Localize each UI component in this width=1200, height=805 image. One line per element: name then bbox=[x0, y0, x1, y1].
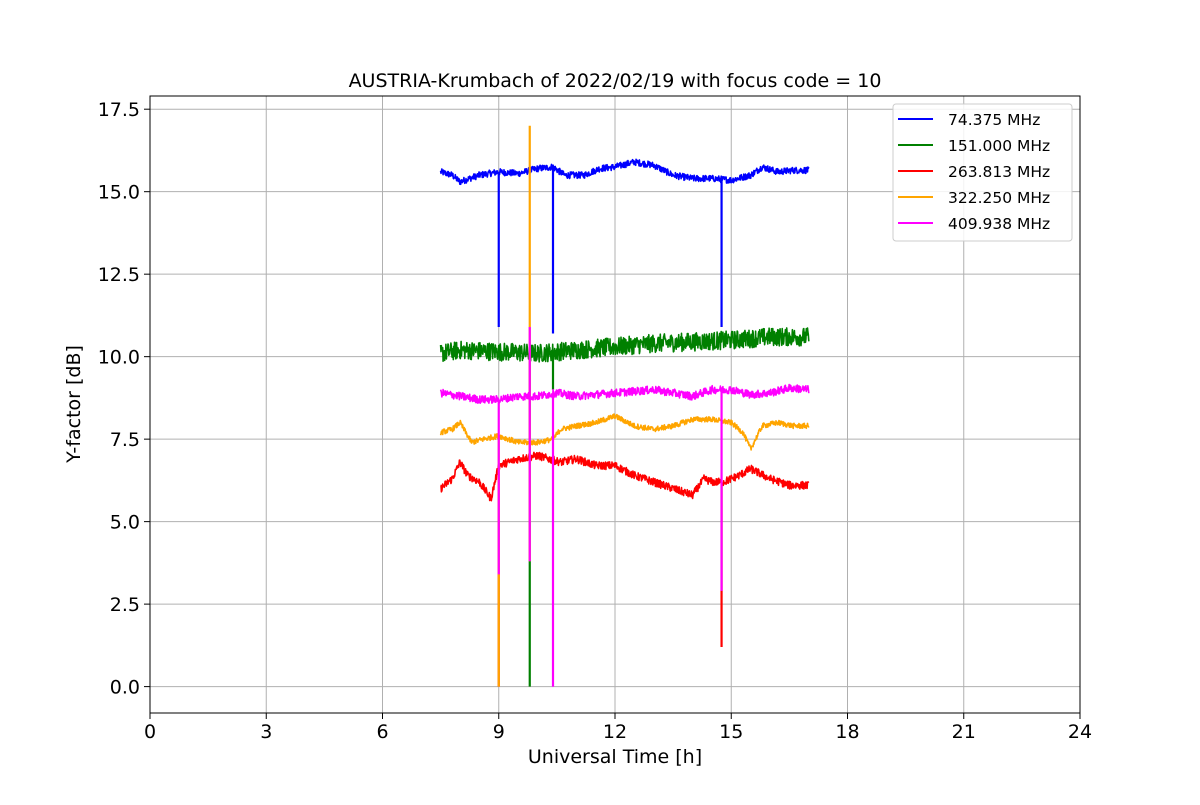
series-3 bbox=[440, 451, 810, 687]
x-tick-label: 6 bbox=[376, 721, 388, 743]
grid bbox=[149, 96, 1081, 713]
y-tick-label: 2.5 bbox=[110, 594, 140, 616]
series-4 bbox=[439, 125, 810, 687]
legend: 74.375 MHz 151.000 MHz 263.813 MHz 322.250 … bbox=[892, 103, 1073, 242]
series-line-1 bbox=[439, 158, 810, 186]
y-tick-label: 0.0 bbox=[110, 677, 140, 699]
axis-ticks: 0 3 6 9 12 15 18 21 24 0.0 2.5 5.0 7.5 10.0 12.5 15.0 17… bbox=[98, 99, 1092, 743]
y-tick-label: 17.5 bbox=[98, 99, 140, 121]
x-tick-label: 9 bbox=[493, 721, 505, 743]
x-tick-label: 3 bbox=[260, 721, 272, 743]
y-tick-label: 15.0 bbox=[98, 182, 140, 204]
y-axis-label: Y-factor [dB] bbox=[63, 345, 85, 464]
legend-label: 322.250 MHz bbox=[948, 189, 1050, 207]
legend-label: 263.813 MHz bbox=[948, 163, 1050, 181]
legend-box bbox=[892, 103, 1073, 242]
y-tick-label: 7.5 bbox=[110, 429, 140, 451]
series-line-2 bbox=[439, 327, 810, 363]
series-2 bbox=[439, 327, 810, 687]
y-tick-label: 5.0 bbox=[110, 512, 140, 534]
x-tick-label: 12 bbox=[603, 721, 627, 743]
chart-title: AUSTRIA-Krumbach of 2022/02/19 with focu… bbox=[349, 70, 882, 92]
x-tick-label: 0 bbox=[144, 721, 156, 743]
series-5 bbox=[439, 326, 810, 687]
series-line-5 bbox=[439, 383, 810, 404]
series-line-4 bbox=[439, 413, 810, 451]
x-tick-label: 15 bbox=[719, 721, 743, 743]
legend-label: 409.938 MHz bbox=[948, 215, 1050, 233]
series-layer bbox=[439, 125, 810, 687]
x-tick-label: 24 bbox=[1068, 721, 1092, 743]
legend-label: 74.375 MHz bbox=[948, 111, 1040, 129]
x-tick-label: 18 bbox=[835, 721, 859, 743]
series-line-3 bbox=[440, 451, 810, 502]
y-tick-label: 12.5 bbox=[98, 264, 140, 286]
series-1 bbox=[439, 158, 810, 334]
y-tick-label: 10.0 bbox=[98, 347, 140, 369]
x-axis-label: Universal Time [h] bbox=[528, 746, 702, 768]
x-tick-label: 21 bbox=[952, 721, 976, 743]
legend-label: 151.000 MHz bbox=[948, 137, 1050, 155]
